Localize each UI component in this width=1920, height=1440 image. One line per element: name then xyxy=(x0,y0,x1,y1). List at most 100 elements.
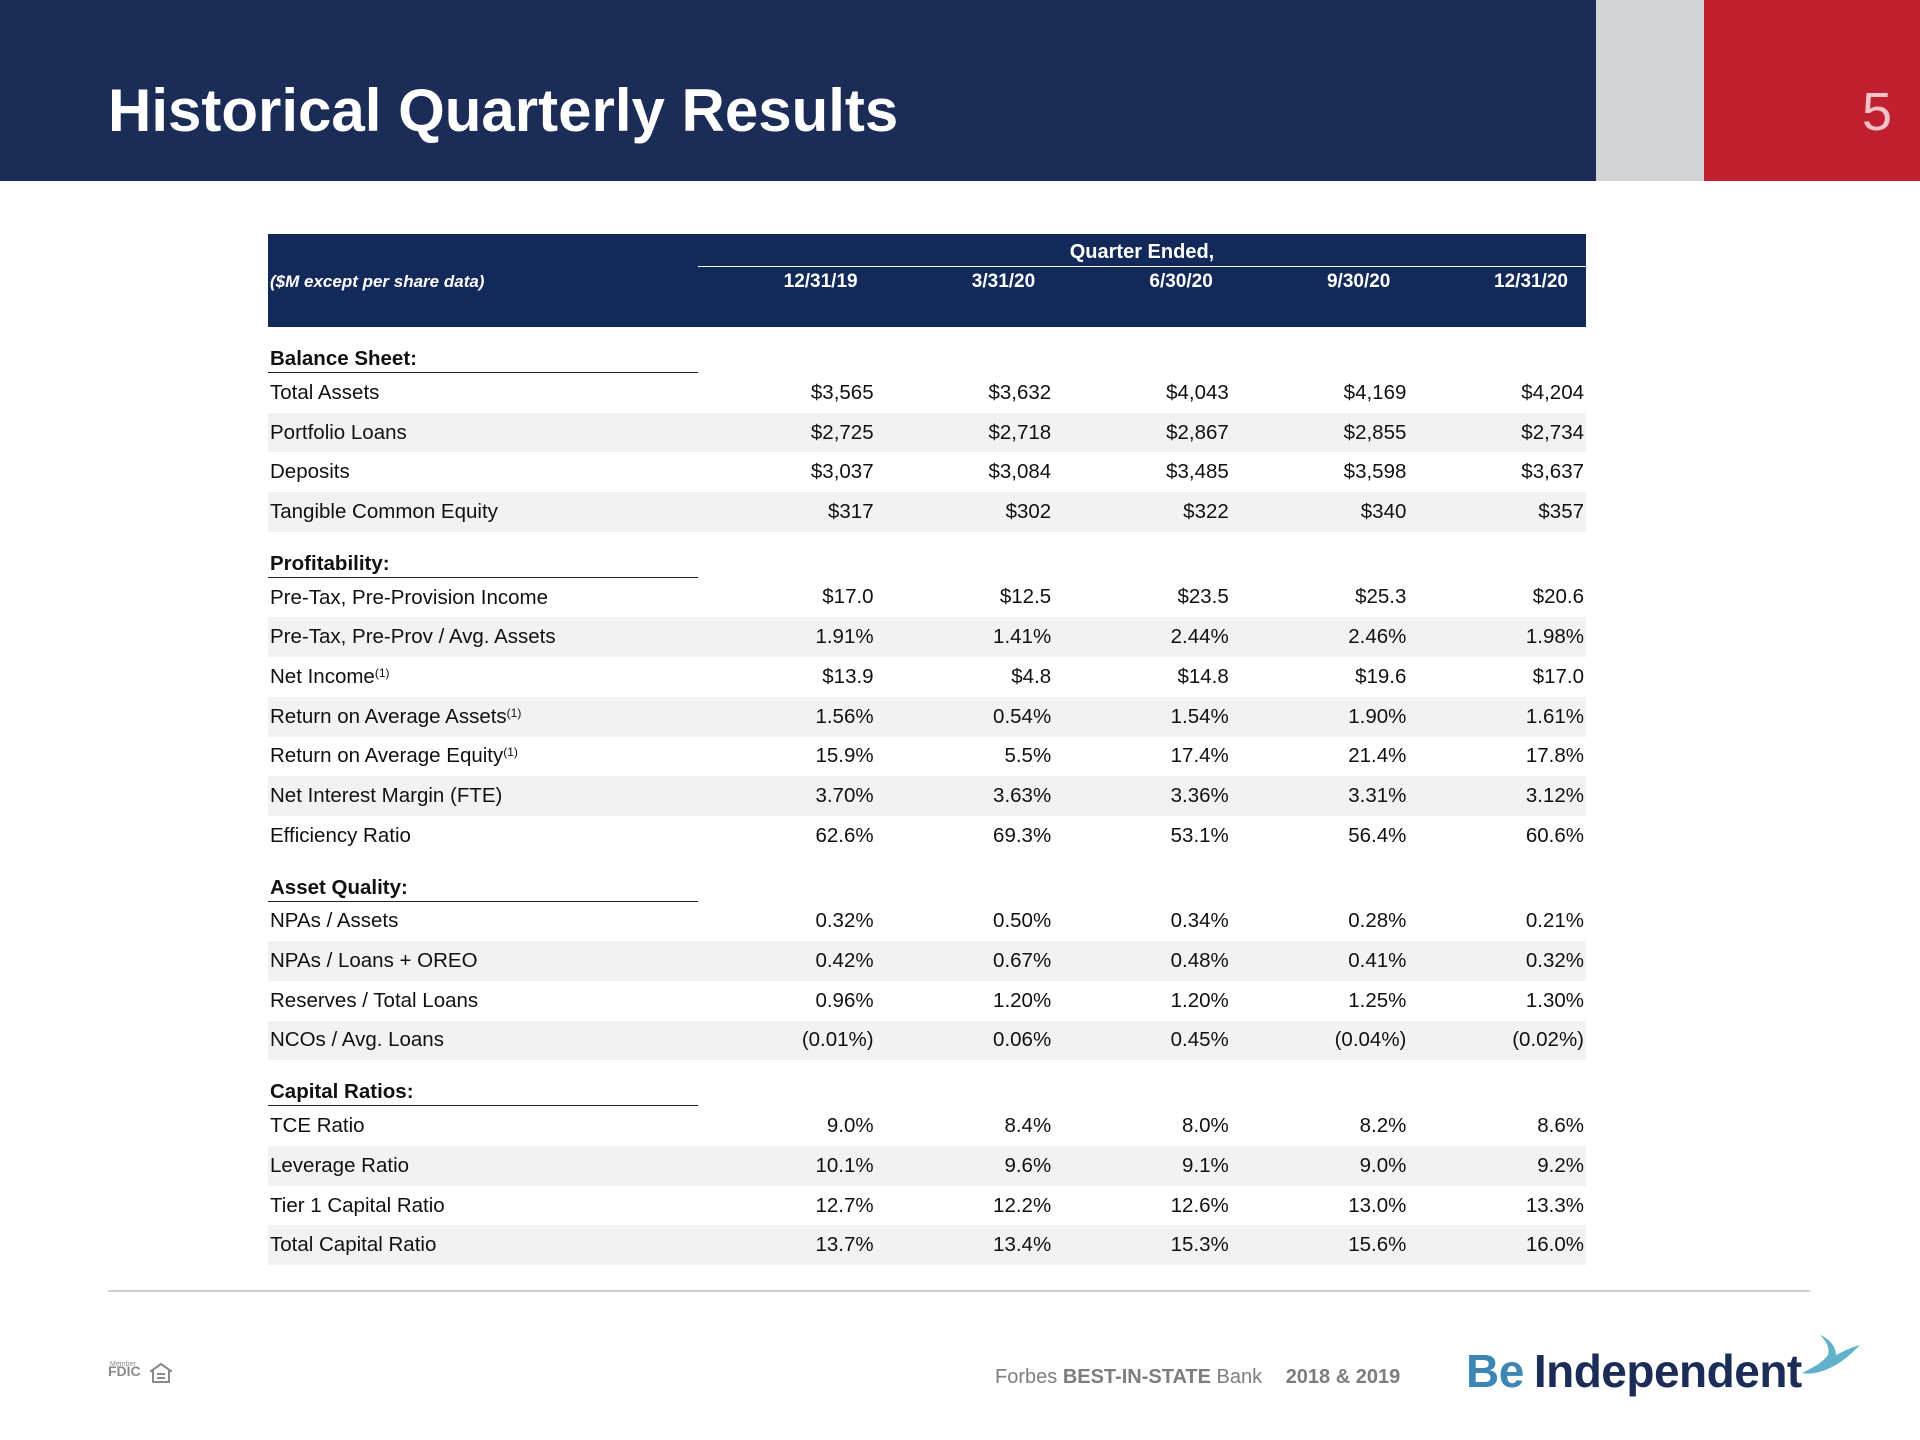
row-label-text: TCE Ratio xyxy=(270,1114,365,1138)
section-header-filler xyxy=(698,1074,1586,1106)
row-value: 9.1% xyxy=(1053,1146,1231,1186)
row-value: 1.56% xyxy=(698,696,876,737)
row-value: 8.6% xyxy=(1537,1113,1584,1137)
row-label-text: Deposits xyxy=(270,460,350,484)
row-value: 56.4% xyxy=(1348,823,1407,847)
row-label: TCE Ratio xyxy=(268,1106,698,1146)
table-row: TCE Ratio 9.0% 8.4% 8.0% 8.2% 8.6% xyxy=(268,1106,1586,1146)
units-label: ($M except per share data) xyxy=(268,266,698,297)
column-header-cell: 3/31/20 xyxy=(875,266,1054,297)
row-label-text: Tangible Common Equity xyxy=(270,499,498,523)
table-row: Total Capital Ratio 13.7% 13.4% 15.3% 15.6% 1… xyxy=(268,1225,1586,1266)
row-value: $3,637 xyxy=(1521,460,1584,484)
equal-housing-lender-icon xyxy=(150,1363,172,1383)
row-value: (0.04%) xyxy=(1230,1020,1409,1061)
row-value: $14.8 xyxy=(1177,664,1229,688)
column-header-label: 6/30/20 xyxy=(1149,271,1213,292)
row-value: $17.0 xyxy=(1532,664,1584,688)
column-header-label: 12/31/20 xyxy=(1494,271,1568,292)
row-value: 1.20% xyxy=(1170,988,1229,1012)
row-value: $17.0 xyxy=(822,585,874,609)
table-row: Tangible Common Equity $317 $302 $322 $340 $3… xyxy=(268,492,1586,532)
table-row: Net Income(1) $13.9 $4.8 $14.8 $19.6 $17.0 xyxy=(268,657,1586,697)
row-value: $357 xyxy=(1408,492,1586,532)
row-value: 0.34% xyxy=(1170,909,1229,933)
row-label: Total Assets xyxy=(268,373,698,413)
row-value: 69.3% xyxy=(993,823,1052,847)
section-header-row: Balance Sheet: xyxy=(268,341,1586,373)
row-value: 17.4% xyxy=(1170,744,1229,768)
row-value: $25.3 xyxy=(1355,585,1407,609)
row-label-text: Net Income xyxy=(270,664,375,688)
row-value: $3,084 xyxy=(988,460,1052,484)
forbes-prefix: Forbes xyxy=(995,1366,1058,1388)
row-value: 15.3% xyxy=(1053,1225,1231,1266)
row-value: 1.91% xyxy=(698,617,876,658)
footer-divider xyxy=(108,1290,1810,1292)
row-value: 1.25% xyxy=(1348,988,1407,1012)
row-value: 1.61% xyxy=(1408,696,1586,737)
table-row: Pre-Tax, Pre-Provision Income $17.0 $12.5 $… xyxy=(268,577,1586,617)
row-value: 5.5% xyxy=(1004,744,1052,768)
row-value: 12.6% xyxy=(1170,1193,1229,1217)
section-spacer xyxy=(268,532,1586,546)
fdic-logo: Member FDIC xyxy=(108,1361,141,1380)
quarter-ended-header: Quarter Ended, xyxy=(698,234,1586,267)
page-title: Historical Quarterly Results xyxy=(108,77,899,144)
row-value: 13.0% xyxy=(1348,1193,1407,1217)
spacer-cell xyxy=(268,856,1586,870)
header-bar xyxy=(0,0,1596,181)
row-value: 0.28% xyxy=(1348,909,1407,933)
row-value: 0.42% xyxy=(698,941,876,981)
column-header-label: 9/30/20 xyxy=(1326,271,1391,292)
row-value: 9.2% xyxy=(1408,1146,1586,1186)
table-header-bottom-band xyxy=(268,297,1586,327)
row-value: $2,855 xyxy=(1230,412,1409,453)
award-years: 2018 & 2019 xyxy=(1285,1366,1401,1388)
footnote-marker: (1) xyxy=(374,665,390,680)
brand-independent: Independent xyxy=(1533,1345,1802,1397)
row-value: 62.6% xyxy=(815,823,874,847)
row-value: 0.41% xyxy=(1230,941,1409,981)
row-value: 0.21% xyxy=(1525,909,1584,933)
row-value: 0.67% xyxy=(875,941,1054,981)
row-value: $3,037 xyxy=(810,460,874,484)
section-header-filler xyxy=(698,341,1586,373)
page-number: 5 xyxy=(1861,82,1892,142)
table-row: NPAs / Assets 0.32% 0.50% 0.34% 0.28% 0.21% xyxy=(268,901,1586,941)
row-value: 9.0% xyxy=(826,1113,874,1137)
row-label: Net Income(1) xyxy=(268,657,698,697)
row-value: $4,169 xyxy=(1343,380,1407,404)
row-value: 1.41% xyxy=(875,617,1054,658)
row-value: 2.44% xyxy=(1053,617,1231,658)
column-header-cell: 9/30/20 xyxy=(1230,266,1409,297)
row-value: 13.7% xyxy=(698,1225,876,1266)
row-value: 21.4% xyxy=(1348,744,1407,768)
section-title: Capital Ratios: xyxy=(268,1074,698,1107)
row-value: 0.50% xyxy=(993,909,1052,933)
row-value: 10.1% xyxy=(698,1146,876,1186)
section-header-row: Capital Ratios: xyxy=(268,1074,1586,1107)
be-independent-logo: Be Independent xyxy=(1466,1343,1802,1399)
table-row: Pre-Tax, Pre-Prov / Avg. Assets 1.91% 1.41… xyxy=(268,617,1586,658)
brand-be: Be xyxy=(1466,1345,1524,1397)
section-spacer xyxy=(268,1060,1586,1074)
row-label: NPAs / Assets xyxy=(268,901,698,941)
row-label-text: Pre-Tax, Pre-Provision Income xyxy=(270,585,548,609)
table-row: Leverage Ratio 10.1% 9.6% 9.1% 9.0% 9.2% xyxy=(268,1146,1586,1186)
row-value: 12.7% xyxy=(815,1193,874,1217)
row-value: 3.70% xyxy=(698,776,876,816)
row-value: $340 xyxy=(1230,492,1409,532)
row-value: 3.12% xyxy=(1408,776,1586,816)
row-label: Deposits xyxy=(268,452,698,492)
row-value: $322 xyxy=(1053,492,1231,532)
row-value: 0.45% xyxy=(1053,1020,1231,1061)
row-label-text: Tier 1 Capital Ratio xyxy=(270,1193,445,1217)
section-header-filler xyxy=(698,870,1586,902)
row-value: 1.90% xyxy=(1230,696,1409,737)
row-label-text: NCOs / Avg. Loans xyxy=(270,1028,444,1052)
row-value: $3,485 xyxy=(1166,460,1229,484)
row-value: $2,725 xyxy=(698,412,876,453)
row-value: $2,867 xyxy=(1053,412,1231,453)
row-value: 3.63% xyxy=(875,776,1054,816)
